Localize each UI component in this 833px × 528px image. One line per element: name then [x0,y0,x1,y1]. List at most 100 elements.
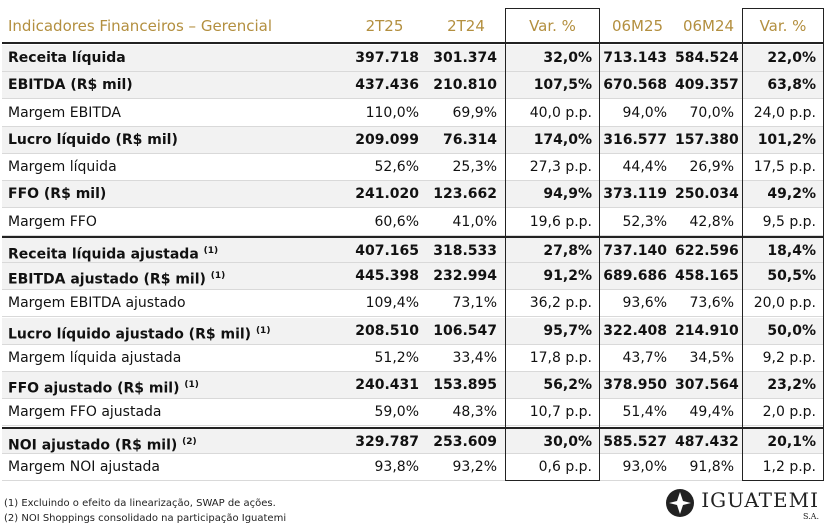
value-cell: 9,2 p.p. [762,349,816,366]
label-text: EBITDA (R$ mil) [8,77,133,94]
footnote-ref: (2) [182,436,197,447]
value-cell: 19,6 p.p. [529,213,592,230]
value-cell: 56,2% [543,377,592,393]
value-cell: 208.510 [355,322,419,339]
footnote-ref: (1) [255,325,271,336]
table-row: FFO ajustado (R$ mil) (1) 240.431 153.895 5… [2,372,824,399]
value-cell: 689.686 [603,268,667,284]
value-cell: 73,6% [689,295,734,312]
label-text: Receita líquida ajustada [8,246,199,263]
label-text: Margem EBITDA [8,104,121,121]
value-cell: 1,2 p.p. [762,458,816,475]
row-label: Margem EBITDA [8,100,121,126]
value-cell: 40,0 p.p. [529,104,592,121]
value-cell: 737.140 [603,242,667,259]
row-label: Margem líquida [8,154,117,180]
logo-suffix: S.A. [802,512,819,521]
value-cell: 63,8% [767,77,816,94]
value-cell: 437.436 [355,77,419,94]
logo-name: IGUATEMI [701,488,819,512]
footnote: (1) Excluindo o efeito da linearização, … [4,498,276,509]
value-cell: 307.564 [675,377,739,393]
value-cell: 49,2% [767,186,816,203]
footnote-ref: (1) [203,245,219,256]
value-cell: 94,0% [622,104,667,121]
value-cell: 17,5 p.p. [753,159,816,175]
value-cell: 174,0% [533,131,592,148]
value-cell: 0,6 p.p. [538,458,592,475]
value-cell: 232.994 [433,268,497,284]
value-cell: 33,4% [452,349,497,366]
value-cell: 27,3 p.p. [529,159,592,175]
row-label: Margem FFO ajustada [8,399,162,425]
value-cell: 52,6% [374,159,419,175]
value-cell: 10,7 p.p. [529,404,592,421]
value-cell: 585.527 [603,433,667,450]
value-cell: 91,2% [543,268,592,284]
value-cell: 209.099 [355,131,419,148]
label-text: Margem NOI ajustada [8,458,160,475]
table-row: Margem líquida 52,6% 25,3% 27,3 p.p. 44,4% 26… [2,154,824,181]
value-cell: 43,7% [622,349,667,366]
row-label: FFO ajustado (R$ mil) (1) [8,372,199,398]
header-cell: 06M24 [682,17,735,35]
value-cell: 20,0 p.p. [753,295,816,312]
value-cell: 48,3% [452,404,497,421]
label-text: Receita líquida [8,50,126,66]
row-label: Margem líquida ajustada [8,345,181,371]
value-cell: 73,1% [452,295,497,312]
header-cell: 2T25 [365,17,404,35]
table-row: Receita líquida 397.718 301.374 32,0% 713.14… [2,45,824,72]
value-cell: 407.165 [355,242,419,259]
value-cell: 106.547 [433,322,497,339]
value-cell: 93,6% [622,295,667,312]
value-cell: 93,8% [374,458,419,475]
value-cell: 107,5% [533,77,592,94]
logo-icon [666,489,695,517]
value-cell: 584.524 [675,50,739,66]
row-label: NOI ajustado (R$ mil) (2) [8,429,197,454]
value-cell: 50,5% [767,268,816,284]
value-cell: 94,9% [543,186,592,203]
header-cell: 06M25 [611,17,664,35]
footnote-ref: (1) [210,271,226,281]
label-text: Lucro líquido ajustado (R$ mil) [8,326,252,343]
table-row: Margem FFO 60,6% 41,0% 19,6 p.p. 52,3% 42,8% 9… [2,209,824,236]
value-cell: 36,2 p.p. [529,295,592,312]
value-cell: 95,7% [543,322,592,339]
table-row: Lucro líquido ajustado (R$ mil) (1) 208.5… [2,317,824,345]
value-cell: 250.034 [675,186,739,203]
value-cell: 93,2% [452,458,497,475]
table-row: Margem líquida ajustada 51,2% 33,4% 17,8 p.… [2,345,824,372]
header-row: Indicadores Financeiros – Gerencial 2T25 2… [2,8,824,44]
value-cell: 34,5% [689,349,734,366]
label-text: FFO ajustado (R$ mil) [8,380,180,397]
logo: IGUATEMI S.A. [666,488,819,521]
row-label: Lucro líquido (R$ mil) [8,127,178,153]
value-cell: 670.568 [603,77,667,94]
value-cell: 214.910 [675,322,739,339]
value-cell: 318.533 [433,242,497,259]
table-row: Margem FFO ajustada 59,0% 48,3% 10,7 p.p. 51… [2,399,824,427]
value-cell: 22,0% [767,50,816,66]
table-row: FFO (R$ mil) 241.020 123.662 94,9% 373.119 25… [2,181,824,209]
table-row: EBITDA ajustado (R$ mil) (1) 445.398 232.9… [2,263,824,290]
value-cell: 23,2% [767,377,816,393]
value-cell: 409.357 [675,77,739,94]
value-cell: 44,4% [622,159,667,175]
footnote: (2) NOI Shoppings consolidado na partici… [4,513,287,524]
label-text: Margem líquida [8,159,117,175]
label-text: Margem FFO ajustada [8,404,162,421]
value-cell: 26,9% [689,159,734,175]
header-cell: Var. % [529,17,576,35]
value-cell: 373.119 [603,186,667,203]
header-cell: 2T24 [447,17,485,35]
value-cell: 30,0% [543,433,592,450]
value-cell: 458.165 [675,268,739,284]
row-label: EBITDA (R$ mil) [8,72,133,98]
value-cell: 110,0% [365,104,419,121]
value-cell: 76.314 [442,131,497,148]
row-label: Receita líquida ajustada (1) [8,238,219,263]
value-cell: 622.596 [675,242,739,259]
